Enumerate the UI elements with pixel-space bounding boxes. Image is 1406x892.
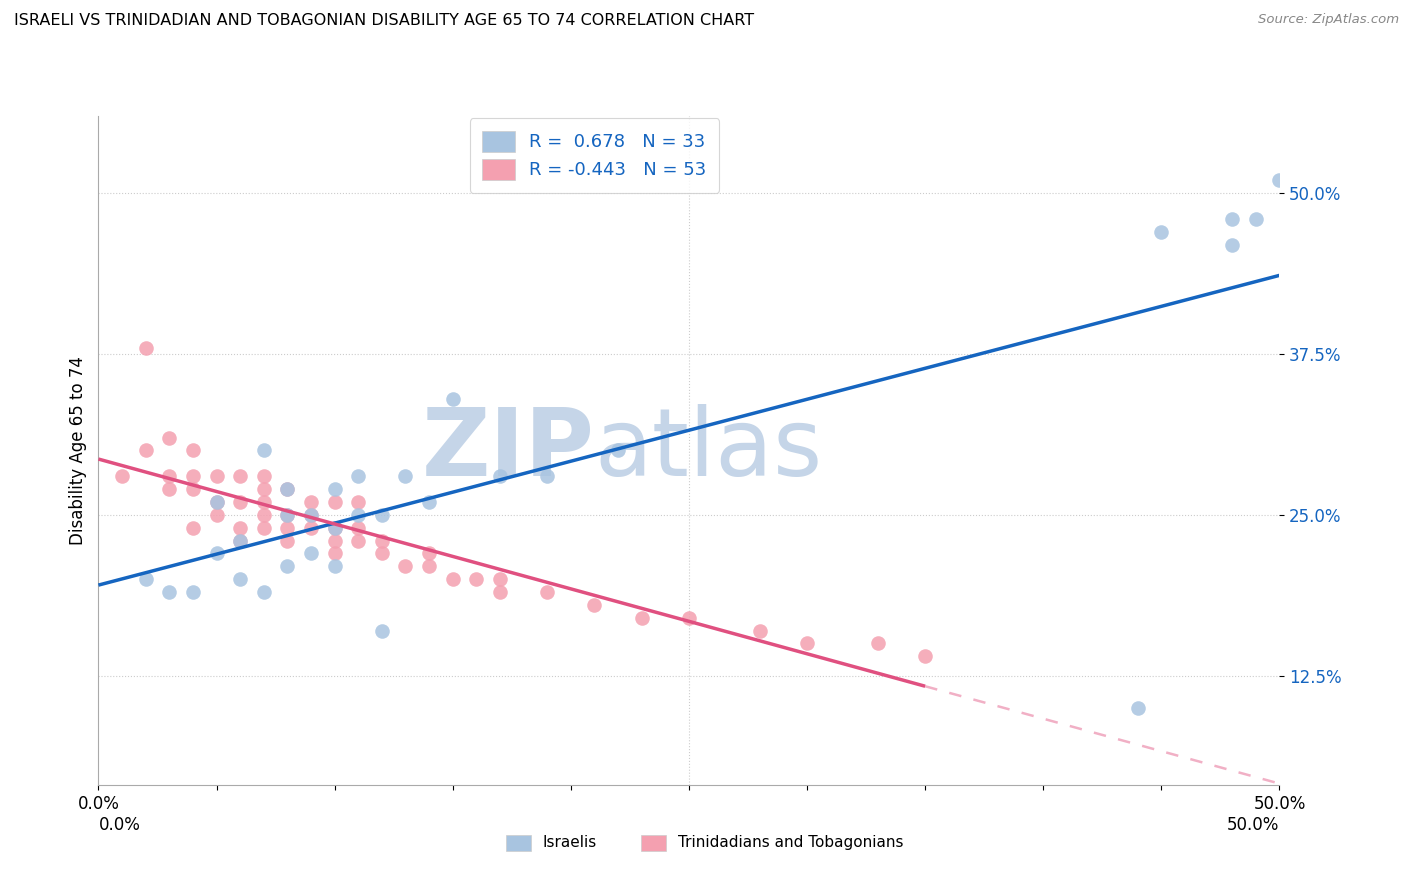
Point — [748, 624, 770, 638]
Point — [678, 611, 700, 625]
Point — [1220, 237, 1243, 252]
Point — [253, 495, 276, 509]
Point — [323, 521, 346, 535]
Point — [536, 469, 558, 483]
Point — [229, 469, 252, 483]
Point — [276, 482, 298, 496]
Point — [323, 521, 346, 535]
Point — [914, 649, 936, 664]
Point — [276, 559, 298, 574]
Point — [276, 508, 298, 522]
Point — [583, 598, 606, 612]
Text: ISRAELI VS TRINIDADIAN AND TOBAGONIAN DISABILITY AGE 65 TO 74 CORRELATION CHART: ISRAELI VS TRINIDADIAN AND TOBAGONIAN DI… — [14, 13, 754, 29]
Point — [111, 469, 134, 483]
Text: Source: ZipAtlas.com: Source: ZipAtlas.com — [1258, 13, 1399, 27]
Point — [181, 585, 204, 599]
Point — [181, 521, 204, 535]
Point — [229, 572, 252, 586]
Point — [489, 469, 512, 483]
Point — [205, 495, 228, 509]
Point — [371, 624, 394, 638]
Text: 0.0%: 0.0% — [98, 816, 141, 834]
Point — [181, 443, 204, 458]
Point — [1220, 211, 1243, 226]
Point — [253, 508, 276, 522]
Point — [135, 443, 157, 458]
Point — [157, 482, 180, 496]
Point — [418, 546, 440, 560]
Point — [323, 533, 346, 548]
Point — [465, 572, 488, 586]
Text: atlas: atlas — [595, 404, 823, 497]
Point — [347, 469, 370, 483]
Y-axis label: Disability Age 65 to 74: Disability Age 65 to 74 — [69, 356, 87, 545]
Point — [418, 495, 440, 509]
Point — [135, 341, 157, 355]
Point — [323, 559, 346, 574]
Point — [489, 572, 512, 586]
FancyBboxPatch shape — [506, 835, 531, 851]
Point — [276, 521, 298, 535]
Point — [276, 533, 298, 548]
Point — [135, 572, 157, 586]
Point — [299, 546, 322, 560]
Point — [157, 585, 180, 599]
Point — [299, 508, 322, 522]
Point — [347, 521, 370, 535]
Point — [347, 533, 370, 548]
Point — [1268, 173, 1291, 187]
Point — [229, 521, 252, 535]
Point — [489, 585, 512, 599]
Point — [371, 533, 394, 548]
Point — [323, 482, 346, 496]
Point — [253, 521, 276, 535]
Point — [276, 508, 298, 522]
Point — [394, 469, 416, 483]
Point — [229, 533, 252, 548]
Point — [205, 546, 228, 560]
Point — [253, 443, 276, 458]
Point — [441, 572, 464, 586]
Text: ZIP: ZIP — [422, 404, 595, 497]
Point — [347, 495, 370, 509]
Point — [796, 636, 818, 650]
Point — [1244, 211, 1267, 226]
Point — [299, 495, 322, 509]
Point — [181, 469, 204, 483]
Point — [394, 559, 416, 574]
Point — [205, 508, 228, 522]
Point — [157, 431, 180, 445]
FancyBboxPatch shape — [641, 835, 666, 851]
Point — [181, 482, 204, 496]
Point — [630, 611, 652, 625]
Point — [1126, 700, 1149, 714]
Point — [323, 495, 346, 509]
Text: Trinidadians and Tobagonians: Trinidadians and Tobagonians — [678, 836, 903, 850]
Point — [418, 559, 440, 574]
Text: 50.0%: 50.0% — [1227, 816, 1279, 834]
Point — [323, 546, 346, 560]
Point — [299, 508, 322, 522]
Point — [229, 495, 252, 509]
Point — [371, 546, 394, 560]
Point — [299, 521, 322, 535]
Point — [1150, 225, 1173, 239]
Point — [276, 482, 298, 496]
Point — [253, 482, 276, 496]
Point — [536, 585, 558, 599]
Point — [253, 469, 276, 483]
Point — [205, 469, 228, 483]
Point — [229, 533, 252, 548]
Point — [157, 469, 180, 483]
Point — [441, 392, 464, 406]
Point — [347, 508, 370, 522]
Point — [205, 495, 228, 509]
Point — [253, 585, 276, 599]
Point — [866, 636, 889, 650]
Point — [371, 508, 394, 522]
Legend: R =  0.678   N = 33, R = -0.443   N = 53: R = 0.678 N = 33, R = -0.443 N = 53 — [470, 119, 720, 193]
Point — [607, 443, 630, 458]
Text: Israelis: Israelis — [543, 836, 598, 850]
